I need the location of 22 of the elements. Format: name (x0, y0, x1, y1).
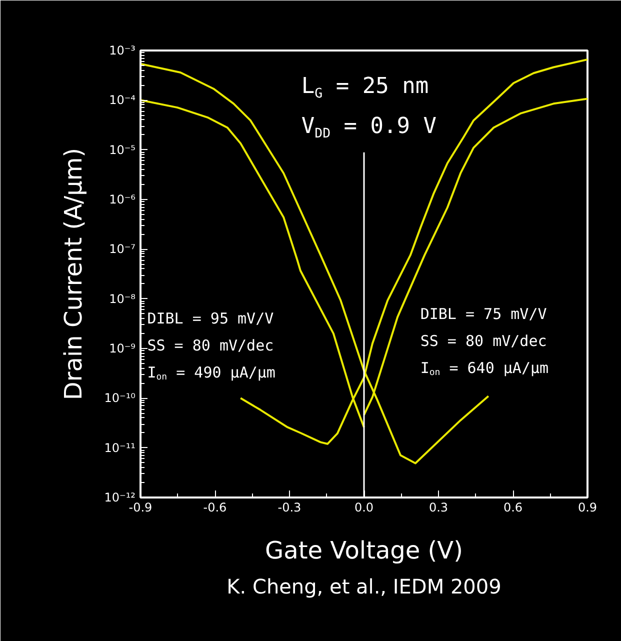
y-tick-label: 10⁻⁶ (109, 192, 136, 206)
y-tick-label: 10⁻⁵ (109, 142, 136, 157)
x-tick-label: 0.9 (578, 500, 598, 514)
y-axis-title: Drain Current (A/µm) (59, 148, 88, 400)
x-tick-label: -0.3 (278, 500, 302, 514)
text: K. Cheng, et al., IEDM 2009 (226, 574, 502, 598)
x-tick-label: 0.0 (354, 500, 374, 514)
y-tick-label: 10⁻⁹ (109, 342, 136, 356)
y-tick-label: 10⁻¹⁰ (104, 391, 136, 406)
y-tick-label: 10⁻⁷ (109, 242, 136, 256)
annotation: SS = 80 mV/dec (420, 332, 547, 350)
y-tick-label: 10⁻¹¹ (104, 440, 136, 455)
x-tick-label: -0.6 (203, 500, 227, 514)
x-axis-title: Gate Voltage (V) (265, 536, 463, 564)
y-tick-label: 10⁻⁸ (109, 292, 136, 306)
annotation: SS = 80 mV/dec (147, 336, 274, 355)
x-tick-label: 0.6 (503, 500, 523, 514)
annotation: DIBL = 95 mV/V (147, 310, 274, 328)
x-tick-label: 0.3 (428, 500, 448, 514)
annotation: DIBL = 75 mV/V (420, 305, 547, 324)
y-tick-label: 10⁻⁴ (109, 93, 136, 108)
y-tick-label: 10⁻³ (109, 44, 136, 58)
